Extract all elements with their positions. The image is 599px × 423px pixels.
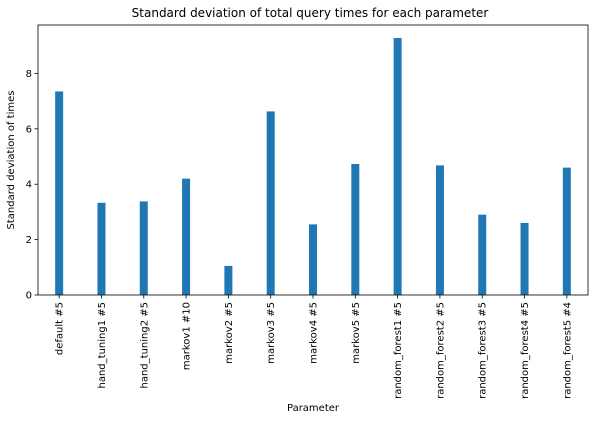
x-tick-label: markov4 #5	[309, 302, 320, 364]
x-tick-label: markov3 #5	[266, 302, 277, 364]
x-tick-label: random_forest4 #5	[520, 302, 531, 399]
bar-2	[97, 202, 106, 295]
y-axis-label: Standard deviation of times	[6, 91, 17, 230]
bar-9	[393, 38, 402, 296]
x-tick-label: hand_tuning1 #5	[97, 302, 108, 389]
bar-7	[309, 224, 317, 295]
x-axis-label: Parameter	[287, 403, 340, 414]
x-tick-label: default #5	[55, 302, 66, 355]
bar-13	[562, 167, 571, 295]
bar-10	[435, 165, 444, 295]
x-tick-label: markov5 #5	[351, 302, 362, 364]
ticks-layer: 0 2 4 6 8 default #5 hand_tuning1 #5 hand_tunin…	[26, 69, 574, 399]
y-tick-label: 4	[26, 180, 32, 191]
x-tick-label: random_forest1 #5	[393, 302, 404, 399]
bar-8	[351, 164, 360, 295]
y-tick-label: 8	[26, 69, 32, 80]
x-tick-label: random_forest5 #4	[562, 302, 573, 399]
bar-12	[520, 223, 529, 295]
bar-3	[139, 201, 148, 295]
bar-5	[224, 265, 233, 295]
y-tick-label: 6	[26, 124, 32, 135]
x-tick-label: random_forest3 #5	[478, 302, 489, 399]
y-tick-label: 2	[26, 235, 32, 246]
bar-1	[55, 91, 64, 295]
y-tick-label: 0	[26, 291, 32, 302]
x-tick-label: hand_tuning2 #5	[139, 302, 150, 389]
bar-11	[478, 214, 487, 295]
bars-layer	[55, 38, 571, 296]
x-tick-label: markov1 #10	[182, 302, 193, 370]
x-tick-label: random_forest2 #5	[435, 302, 446, 399]
bar-6	[266, 111, 275, 296]
x-tick-label: markov2 #5	[224, 302, 235, 364]
chart-title: Standard deviation of total query times …	[132, 6, 489, 20]
bar-4	[182, 178, 191, 295]
